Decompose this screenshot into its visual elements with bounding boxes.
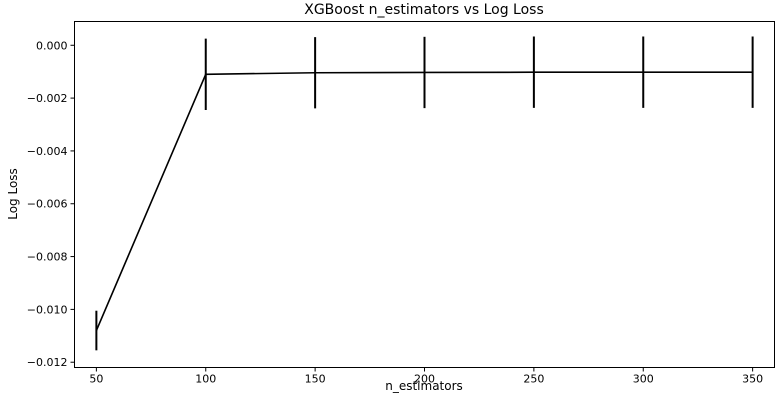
y-tick-label: −0.008 [27, 251, 68, 264]
data-point [533, 71, 535, 74]
x-axis-label: n_estimators [385, 379, 463, 393]
y-tick-label: −0.004 [27, 145, 68, 158]
x-tick-label: 300 [633, 373, 654, 386]
data-point [204, 73, 207, 76]
x-axis-ticks: 50 100 150 200 250 300 350 [89, 367, 763, 386]
data-point [314, 71, 316, 74]
data-point [751, 71, 754, 74]
chart-title: XGBoost n_estimators vs Log Loss [304, 2, 544, 18]
series-layer [95, 71, 754, 332]
y-tick-label: 0.000 [36, 39, 68, 52]
x-tick-label: 200 [414, 373, 435, 386]
x-tick-label: 250 [523, 373, 544, 386]
y-tick-label: −0.010 [27, 303, 68, 316]
data-point [95, 329, 98, 332]
error-bars [95, 36, 754, 351]
x-tick-label: 350 [742, 373, 763, 386]
y-tick-label: −0.002 [27, 92, 68, 105]
x-tick-label: 100 [195, 373, 216, 386]
x-tick-label: 50 [89, 373, 103, 386]
data-point [423, 71, 426, 74]
y-axis-ticks: 0.000 −0.002 −0.004 −0.006 −0.008 −0.010 −0.01… [27, 39, 75, 369]
x-tick-label: 150 [305, 373, 326, 386]
series-line [95, 71, 753, 331]
y-axis-label: Log Loss [6, 168, 20, 220]
data-point [642, 71, 645, 74]
y-tick-label: −0.012 [27, 356, 68, 369]
y-tick-label: −0.006 [27, 198, 68, 211]
